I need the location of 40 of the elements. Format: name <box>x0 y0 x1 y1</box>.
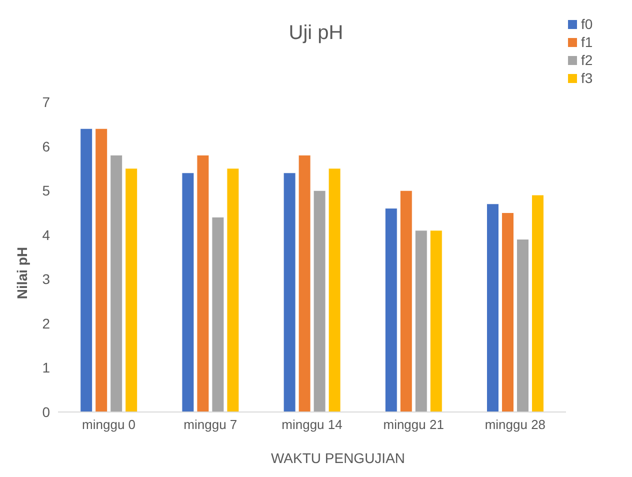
bar <box>414 230 428 412</box>
x-tick-label: minggu 28 <box>484 417 546 432</box>
bar <box>502 212 514 412</box>
chart-title: Uji pH <box>288 22 344 44</box>
legend-label: f3 <box>581 70 593 86</box>
legend-label: f0 <box>581 16 593 32</box>
bar <box>430 230 442 412</box>
bar <box>196 154 210 412</box>
bar <box>80 128 93 412</box>
bar <box>125 168 138 412</box>
y-tick-label: 5 <box>42 182 50 199</box>
x-tick-label: minggu 7 <box>184 417 238 432</box>
bar <box>516 239 529 412</box>
bar <box>384 208 398 412</box>
y-axis-title: Nilai pH <box>14 246 30 300</box>
bar <box>400 190 412 412</box>
bar <box>226 168 240 412</box>
y-tick-label: 1 <box>42 360 50 376</box>
bar <box>532 194 544 412</box>
x-tick-label: minggu 0 <box>82 417 136 432</box>
bar <box>298 154 311 412</box>
bar <box>313 190 326 412</box>
bar <box>110 154 123 412</box>
legend-label: f1 <box>581 34 593 50</box>
y-tick-label: 0 <box>42 404 50 420</box>
bar <box>212 216 224 412</box>
y-tick-label: 4 <box>42 226 50 243</box>
y-tick-label: 2 <box>42 315 50 332</box>
y-tick-label: 7 <box>42 94 50 110</box>
y-tick-label: 6 <box>42 138 50 154</box>
bar <box>95 128 108 412</box>
x-axis-title: WAKTU PENGUJIAN <box>270 450 406 466</box>
legend-label: f2 <box>581 52 593 68</box>
x-tick-label: minggu 14 <box>282 417 342 432</box>
bar <box>283 172 296 412</box>
bar <box>328 168 341 412</box>
bar <box>182 172 194 412</box>
y-tick-label: 3 <box>42 271 50 288</box>
x-tick-label: minggu 21 <box>383 417 444 432</box>
bar <box>486 204 499 412</box>
